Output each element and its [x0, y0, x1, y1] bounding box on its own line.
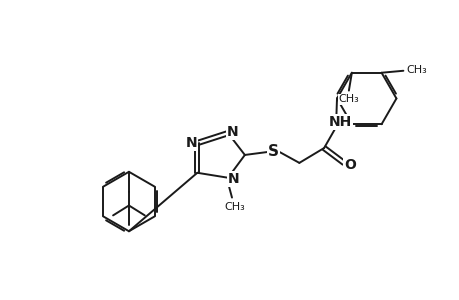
Text: O: O — [343, 158, 355, 172]
Text: CH₃: CH₃ — [405, 65, 425, 75]
Text: S: S — [268, 145, 279, 160]
Text: CH₃: CH₃ — [338, 94, 358, 104]
Text: NH: NH — [328, 115, 351, 129]
Text: N: N — [227, 125, 238, 139]
Text: CH₃: CH₃ — [224, 202, 245, 212]
Text: N: N — [185, 136, 197, 150]
Text: N: N — [228, 172, 239, 186]
